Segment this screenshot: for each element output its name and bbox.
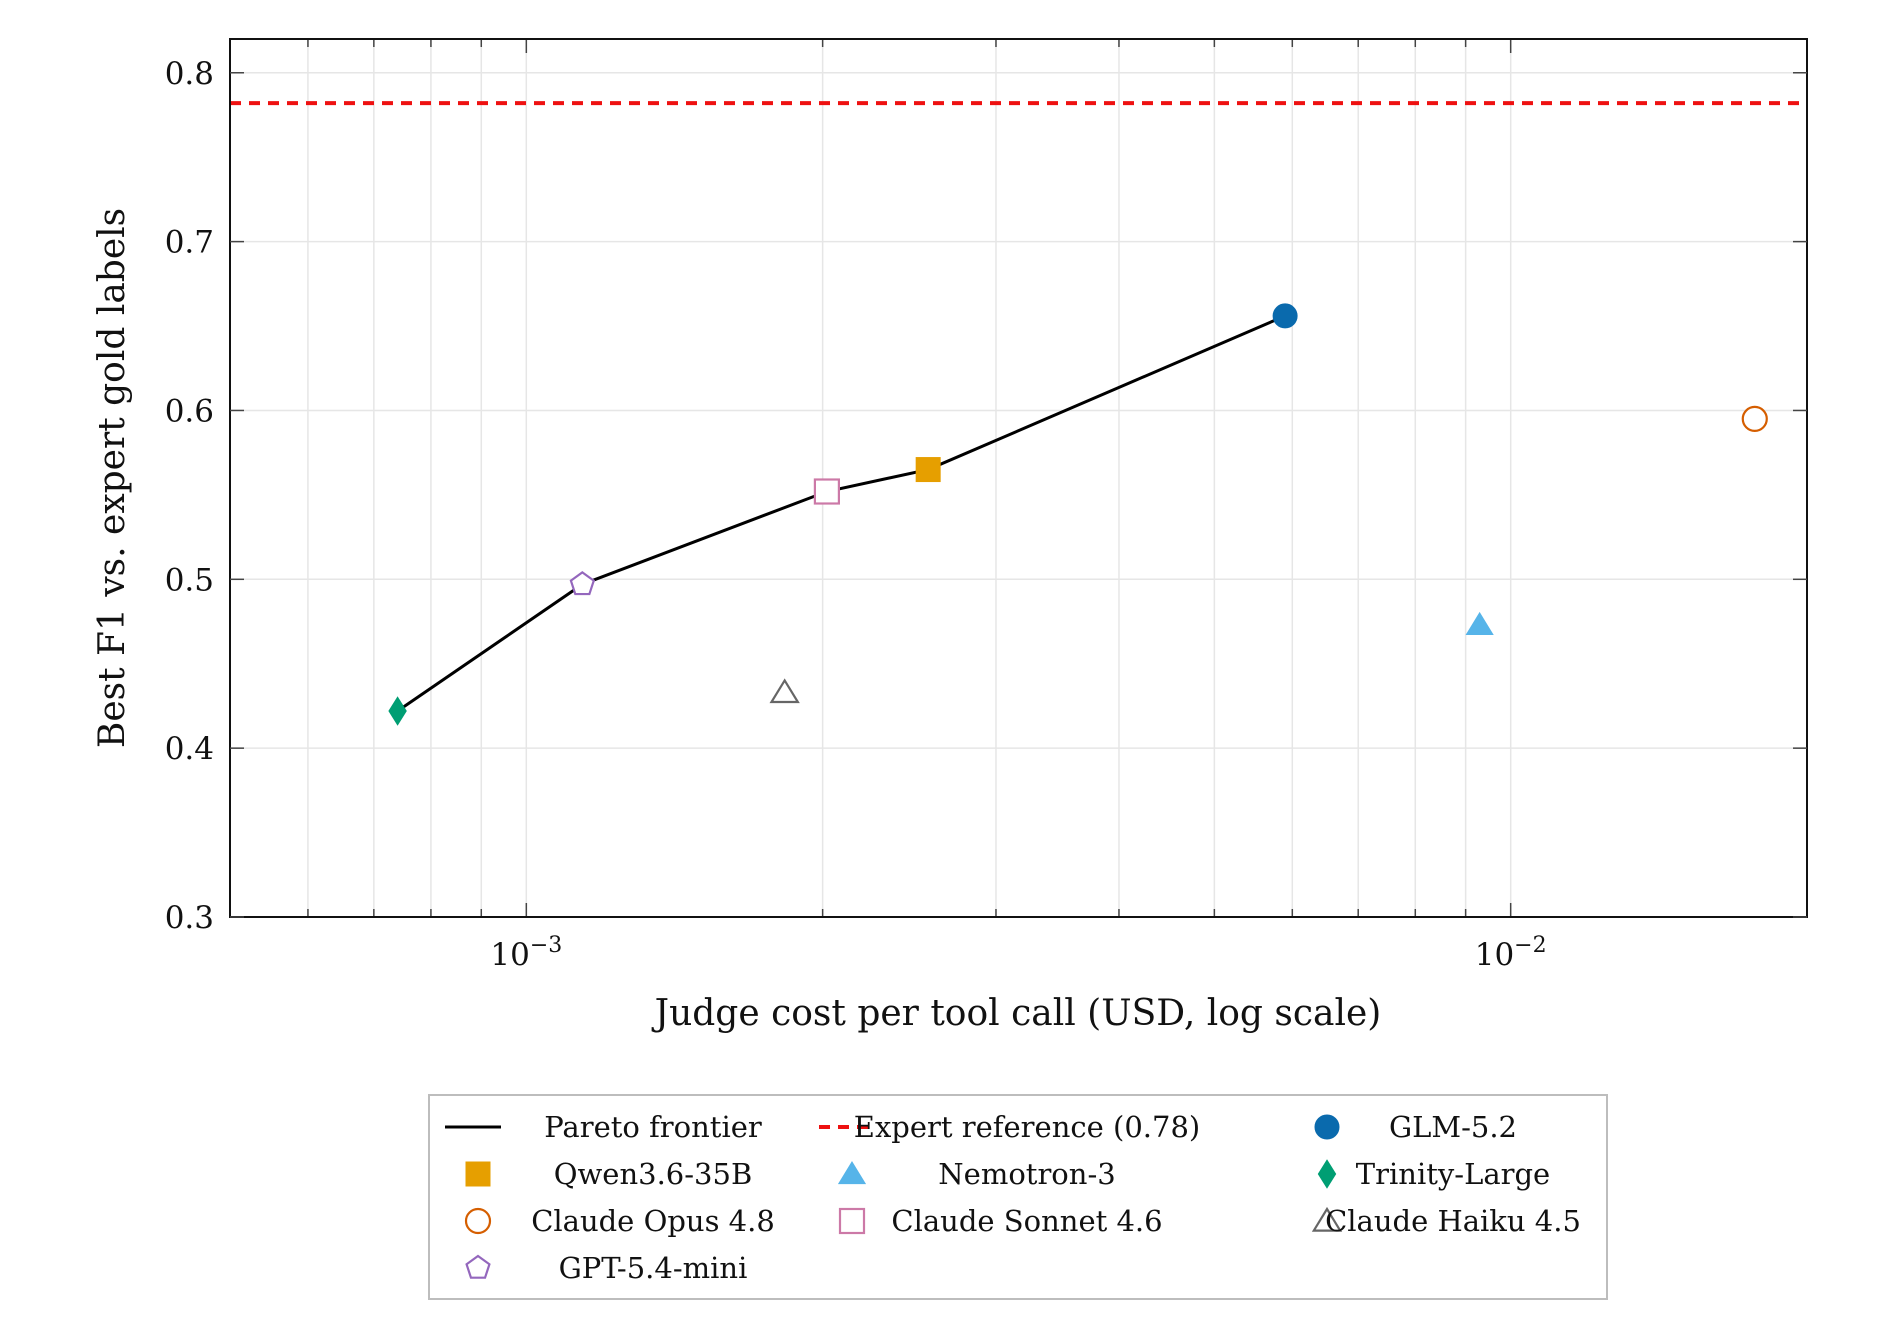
legend-swatch-marker — [465, 1161, 491, 1187]
point-qwen3-6-35b — [915, 457, 941, 483]
y-tick-label: 0.7 — [165, 225, 214, 261]
x-tick-label: 10−2 — [1475, 933, 1547, 973]
legend-swatch-marker — [1314, 1114, 1340, 1140]
x-tick-label: 10−3 — [490, 933, 562, 973]
legend-item-nemotron-3: Nemotron-3 — [837, 1157, 1116, 1191]
pareto-frontier-group — [396, 314, 1286, 713]
legend-label: GLM-5.2 — [1389, 1110, 1517, 1144]
legend-item-gpt-5-4-mini: GPT-5.4-mini — [465, 1251, 748, 1285]
x-axis-ticks: 10−3 10−2 — [490, 933, 1546, 973]
legend-label: Nemotron-3 — [938, 1157, 1115, 1191]
pareto-frontier-line — [396, 314, 1286, 713]
legend-item-pareto-frontier: Pareto frontier — [445, 1110, 762, 1144]
y-tick-label: 0.6 — [165, 393, 214, 429]
legend-label: Expert reference (0.78) — [854, 1110, 1200, 1144]
y-axis-ticks: 0.3 0.4 0.5 0.6 0.7 0.8 — [165, 56, 1807, 936]
legend-item-qwen3-6-35b: Qwen3.6-35B — [465, 1157, 753, 1191]
legend-item-glm-5-2: GLM-5.2 — [1314, 1110, 1517, 1144]
legend-item-expert-reference-0-78: Expert reference (0.78) — [819, 1110, 1200, 1144]
point-nemotron-3 — [1465, 611, 1494, 635]
legend-frame — [428, 1094, 1608, 1300]
legend-label: GPT-5.4-mini — [559, 1251, 748, 1285]
y-tick-label: 0.4 — [165, 731, 214, 767]
legend: Pareto frontier Expert reference (0.78) GL… — [428, 1094, 1608, 1300]
point-claude-haiku-4-5 — [769, 678, 800, 704]
y-tick-label: 0.3 — [165, 900, 214, 936]
legend-label: Pareto frontier — [544, 1110, 762, 1144]
legend-item-claude-sonnet-4-6: Claude Sonnet 4.6 — [838, 1204, 1163, 1238]
legend-swatch-marker — [1317, 1159, 1337, 1189]
point-gpt-5-4-mini — [569, 571, 596, 596]
legend-item-claude-opus-4-8: Claude Opus 4.8 — [464, 1204, 775, 1238]
y-axis-title: Best F1 vs. expert gold labels — [92, 208, 133, 748]
legend-label: Claude Opus 4.8 — [531, 1204, 775, 1238]
legend-swatch-marker — [838, 1207, 866, 1235]
data-points — [388, 303, 1768, 726]
x-axis-title: Judge cost per tool call (USD, log scale… — [651, 993, 1382, 1034]
legend-label: Claude Haiku 4.5 — [1325, 1204, 1581, 1238]
point-claude-sonnet-4-6 — [813, 478, 840, 505]
legend-label: Qwen3.6-35B — [554, 1157, 753, 1191]
legend-item-trinity-large: Trinity-Large — [1317, 1157, 1550, 1191]
legend-swatch-marker — [837, 1161, 867, 1185]
minor-ticks — [307, 39, 1512, 917]
grid — [230, 39, 1807, 918]
legend-swatch-marker — [464, 1207, 492, 1235]
legend-label: Claude Sonnet 4.6 — [891, 1204, 1162, 1238]
legend-swatch-marker — [1311, 1206, 1343, 1232]
y-tick-label: 0.5 — [165, 562, 214, 598]
legend-swatch-marker — [465, 1254, 491, 1279]
legend-item-claude-haiku-4-5: Claude Haiku 4.5 — [1311, 1204, 1581, 1238]
point-trinity-large — [388, 696, 407, 726]
point-glm-5-2 — [1272, 303, 1298, 329]
y-tick-label: 0.8 — [165, 56, 214, 92]
plot-frame — [229, 38, 1808, 918]
legend-label: Trinity-Large — [1356, 1157, 1550, 1191]
point-claude-opus-4-8 — [1741, 405, 1768, 433]
